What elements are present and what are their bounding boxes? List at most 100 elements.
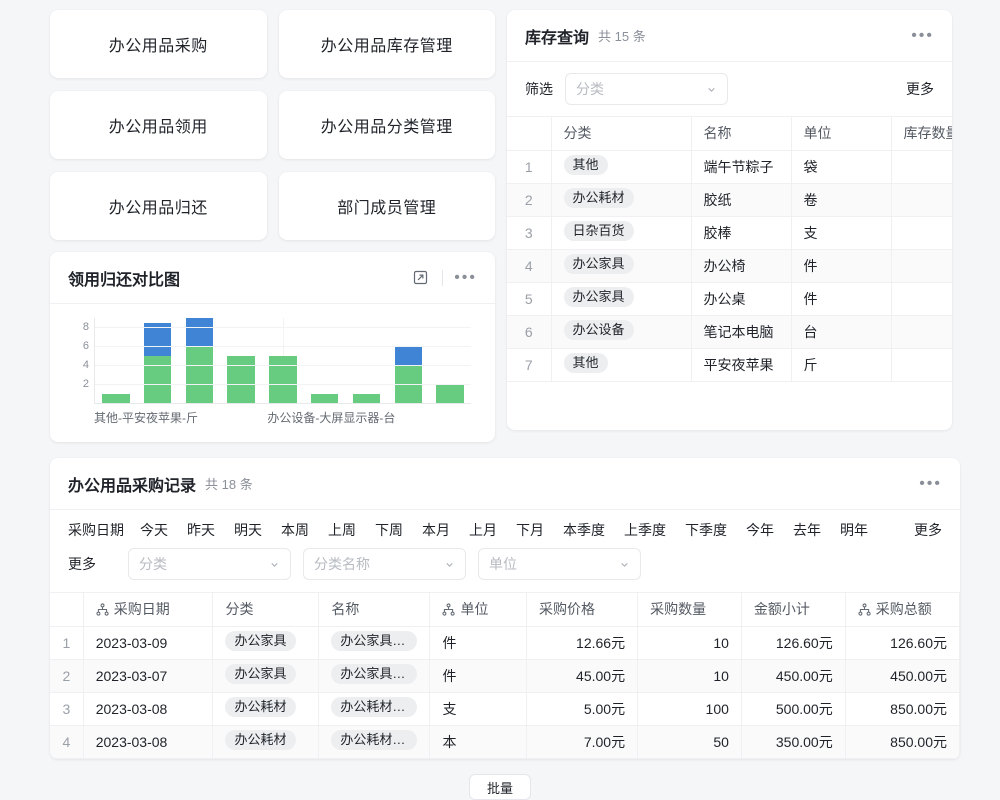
name-tag: 办公耗材-签 [331, 730, 418, 750]
table-row[interactable]: 2 2023-03-07 办公家具 办公家具-办件 45.00元 10 450.00元 450… [50, 659, 960, 693]
purchase-col-3[interactable]: 名称 [318, 593, 431, 627]
date-chip[interactable]: 今年 [746, 522, 774, 538]
purchase-col-6[interactable]: 采购数量 [637, 593, 742, 627]
chart-bar[interactable] [143, 318, 172, 403]
row-name: 办公耗材-签 [318, 692, 431, 726]
batch-button[interactable]: 批量 [469, 774, 531, 800]
nav-tile-category-management[interactable]: 办公用品分类管理 [278, 91, 495, 159]
table-row[interactable]: 4 2023-03-08 办公耗材 办公耗材-签本 7.00元 50 350.00元 850.… [50, 725, 960, 759]
date-chip[interactable]: 去年 [793, 522, 821, 538]
nav-tile-department-members[interactable]: 部门成员管理 [278, 172, 495, 240]
purchase-panel: 办公用品采购记录 共 18 条 ••• 采购日期 今天 昨天 明天 本周 上周 下周 本月 上… [50, 458, 960, 759]
inventory-panel-footer [507, 381, 952, 430]
ellipsis-icon[interactable]: ••• [911, 26, 934, 44]
row-name: 胶纸 [691, 183, 792, 217]
purchase-unit-select-placeholder: 单位 [489, 556, 517, 572]
external-link-icon[interactable] [409, 267, 431, 289]
category-tag: 办公耗材 [225, 697, 296, 717]
date-chip[interactable]: 下季度 [685, 522, 727, 538]
inventory-col-unit: 单位 [791, 117, 892, 151]
purchase-col-2[interactable]: 分类 [212, 593, 320, 627]
category-tag: 其他 [563, 353, 608, 373]
table-row[interactable]: 3 2023-03-08 办公耗材 办公耗材-签支 5.00元 100 500.00元 850… [50, 692, 960, 726]
inventory-more-link[interactable]: 更多 [906, 81, 934, 97]
date-chip[interactable]: 上季度 [624, 522, 666, 538]
inventory-filter-label: 筛选 [525, 81, 553, 97]
table-row[interactable]: 1 2023-03-09 办公家具 办公家具-办件 12.66元 10 126.60元 126… [50, 626, 960, 660]
inventory-table-body: 1 其他 端午节粽子袋 2 办公耗材 胶纸卷 3 日杂百货 胶棒支 4 办公家具 办公椅件 5 办公家具办… [507, 150, 952, 382]
date-chip[interactable]: 明天 [234, 522, 262, 538]
table-row[interactable]: 2 办公耗材 胶纸卷 [507, 183, 952, 217]
chart-y-tick-label: 2 [82, 378, 89, 391]
chart-gridline [95, 365, 471, 367]
nav-tile-label: 部门成员管理 [337, 200, 437, 217]
purchase-category-select[interactable]: 分类 [128, 548, 291, 580]
row-qty: 100 [637, 692, 742, 726]
purchase-col-1[interactable]: 采购日期 [83, 593, 214, 627]
nav-tile-purchase[interactable]: 办公用品采购 [50, 10, 267, 78]
row-date: 2023-03-08 [83, 725, 214, 759]
chart-bar-segment-return [394, 346, 422, 366]
purchase-unit-select[interactable]: 单位 [478, 548, 641, 580]
inventory-table-wrap: 分类 名称 单位 库存数量 1其他端午节粽子袋2办公耗材胶纸卷3日杂百货胶棒支4… [507, 117, 952, 382]
column-label: 金额小计 [753, 601, 810, 618]
inventory-category-select[interactable]: 分类 [565, 73, 728, 105]
chevron-down-icon [619, 559, 630, 570]
nav-tile-label: 办公用品采购 [108, 38, 208, 55]
date-chip[interactable]: 下周 [375, 522, 403, 538]
chart-bar[interactable] [394, 318, 422, 403]
row-category: 办公家具 [551, 282, 692, 316]
row-price: 5.00元 [526, 692, 639, 726]
date-chip[interactable]: 上月 [469, 522, 497, 538]
chart-bar[interactable] [310, 318, 339, 403]
column-label: 名称 [331, 601, 360, 618]
chart-bar[interactable] [269, 318, 297, 403]
purchase-col-8[interactable]: 采购总额 [845, 593, 960, 627]
table-row[interactable]: 1 其他 端午节粽子袋 [507, 150, 952, 184]
table-row[interactable]: 5 办公家具 办公桌件 [507, 282, 952, 316]
chart-bar[interactable] [185, 318, 214, 403]
category-tag: 其他 [563, 155, 608, 175]
purchase-col-4[interactable]: 单位 [429, 593, 527, 627]
inventory-panel-title: 库存查询 [525, 29, 590, 47]
nav-tile-return[interactable]: 办公用品归还 [50, 172, 267, 240]
row-category: 办公家具 [212, 626, 320, 660]
inventory-col-category: 分类 [551, 117, 692, 151]
table-row[interactable]: 3 日杂百货 胶棒支 [507, 216, 952, 250]
row-unit: 件 [429, 659, 527, 693]
name-tag: 办公耗材-签 [331, 697, 418, 717]
date-chip[interactable]: 本周 [281, 522, 309, 538]
name-tag: 办公家具-办 [331, 631, 418, 651]
row-subtotal: 450.00元 [741, 659, 846, 693]
chart-plot-area: 2 4 6 8 [83, 318, 471, 404]
purchase-date-more-link[interactable]: 更多 [914, 522, 942, 538]
table-row[interactable]: 4 办公家具 办公椅件 [507, 249, 952, 283]
chevron-down-icon [269, 559, 280, 570]
chart-bar[interactable] [436, 318, 464, 403]
batch-button-label: 批量 [486, 781, 513, 796]
table-row[interactable]: 7 其他 平安夜苹果斤 [507, 348, 952, 382]
date-chip[interactable]: 昨天 [187, 522, 215, 538]
table-row[interactable]: 6 办公设备 笔记本电脑台 [507, 315, 952, 349]
chart-bar[interactable] [102, 318, 130, 403]
purchase-category-name-select[interactable]: 分类名称 [303, 548, 466, 580]
ellipsis-icon[interactable]: ••• [919, 474, 942, 492]
purchase-col-7[interactable]: 金额小计 [741, 593, 846, 627]
date-chip[interactable]: 今天 [140, 522, 168, 538]
nav-tile-requisition[interactable]: 办公用品领用 [50, 91, 267, 159]
date-chip[interactable]: 明年 [840, 522, 868, 538]
nav-tile-inventory-management[interactable]: 办公用品库存管理 [278, 10, 495, 78]
purchase-col-5[interactable]: 采购价格 [526, 593, 639, 627]
ellipsis-icon[interactable]: ••• [454, 268, 477, 286]
date-chip[interactable]: 下月 [516, 522, 544, 538]
purchase-category-name-select-placeholder: 分类名称 [314, 556, 370, 572]
chart-gridline [95, 346, 471, 348]
date-chip[interactable]: 上周 [328, 522, 356, 538]
row-category: 办公耗材 [212, 725, 320, 759]
chart-bar[interactable] [352, 318, 381, 403]
chart-bar[interactable] [227, 318, 255, 403]
date-chip[interactable]: 本月 [422, 522, 450, 538]
date-chip[interactable]: 本季度 [563, 522, 605, 538]
row-index: 4 [507, 249, 552, 283]
